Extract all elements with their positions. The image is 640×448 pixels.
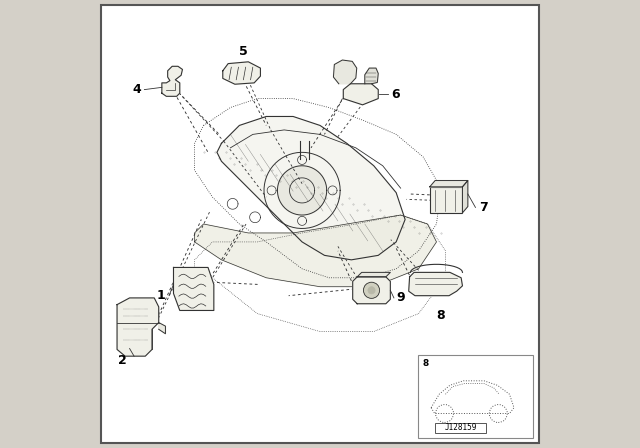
Polygon shape: [365, 68, 378, 84]
Polygon shape: [333, 60, 356, 84]
Polygon shape: [463, 181, 468, 213]
Polygon shape: [195, 215, 436, 287]
Polygon shape: [173, 267, 214, 310]
Polygon shape: [223, 62, 260, 84]
Polygon shape: [430, 181, 468, 187]
Text: 2: 2: [118, 354, 126, 367]
Circle shape: [364, 282, 380, 298]
Text: 6: 6: [392, 87, 400, 101]
Text: 1: 1: [157, 289, 165, 302]
Bar: [418, 355, 533, 438]
Text: 8: 8: [436, 309, 444, 322]
Text: 8: 8: [422, 358, 428, 367]
Polygon shape: [217, 116, 405, 260]
Polygon shape: [353, 277, 390, 304]
Polygon shape: [409, 272, 463, 296]
Polygon shape: [343, 84, 378, 105]
Polygon shape: [278, 166, 327, 215]
Text: J128159: J128159: [445, 423, 477, 432]
Polygon shape: [117, 298, 159, 356]
Text: 4: 4: [132, 83, 141, 96]
Text: 9: 9: [396, 291, 404, 305]
Bar: [435, 423, 486, 433]
Polygon shape: [162, 66, 182, 96]
Polygon shape: [357, 272, 390, 277]
Text: 7: 7: [479, 201, 488, 214]
Text: 5: 5: [239, 45, 248, 58]
Circle shape: [368, 287, 375, 294]
Polygon shape: [159, 323, 166, 334]
Bar: [430, 187, 462, 213]
